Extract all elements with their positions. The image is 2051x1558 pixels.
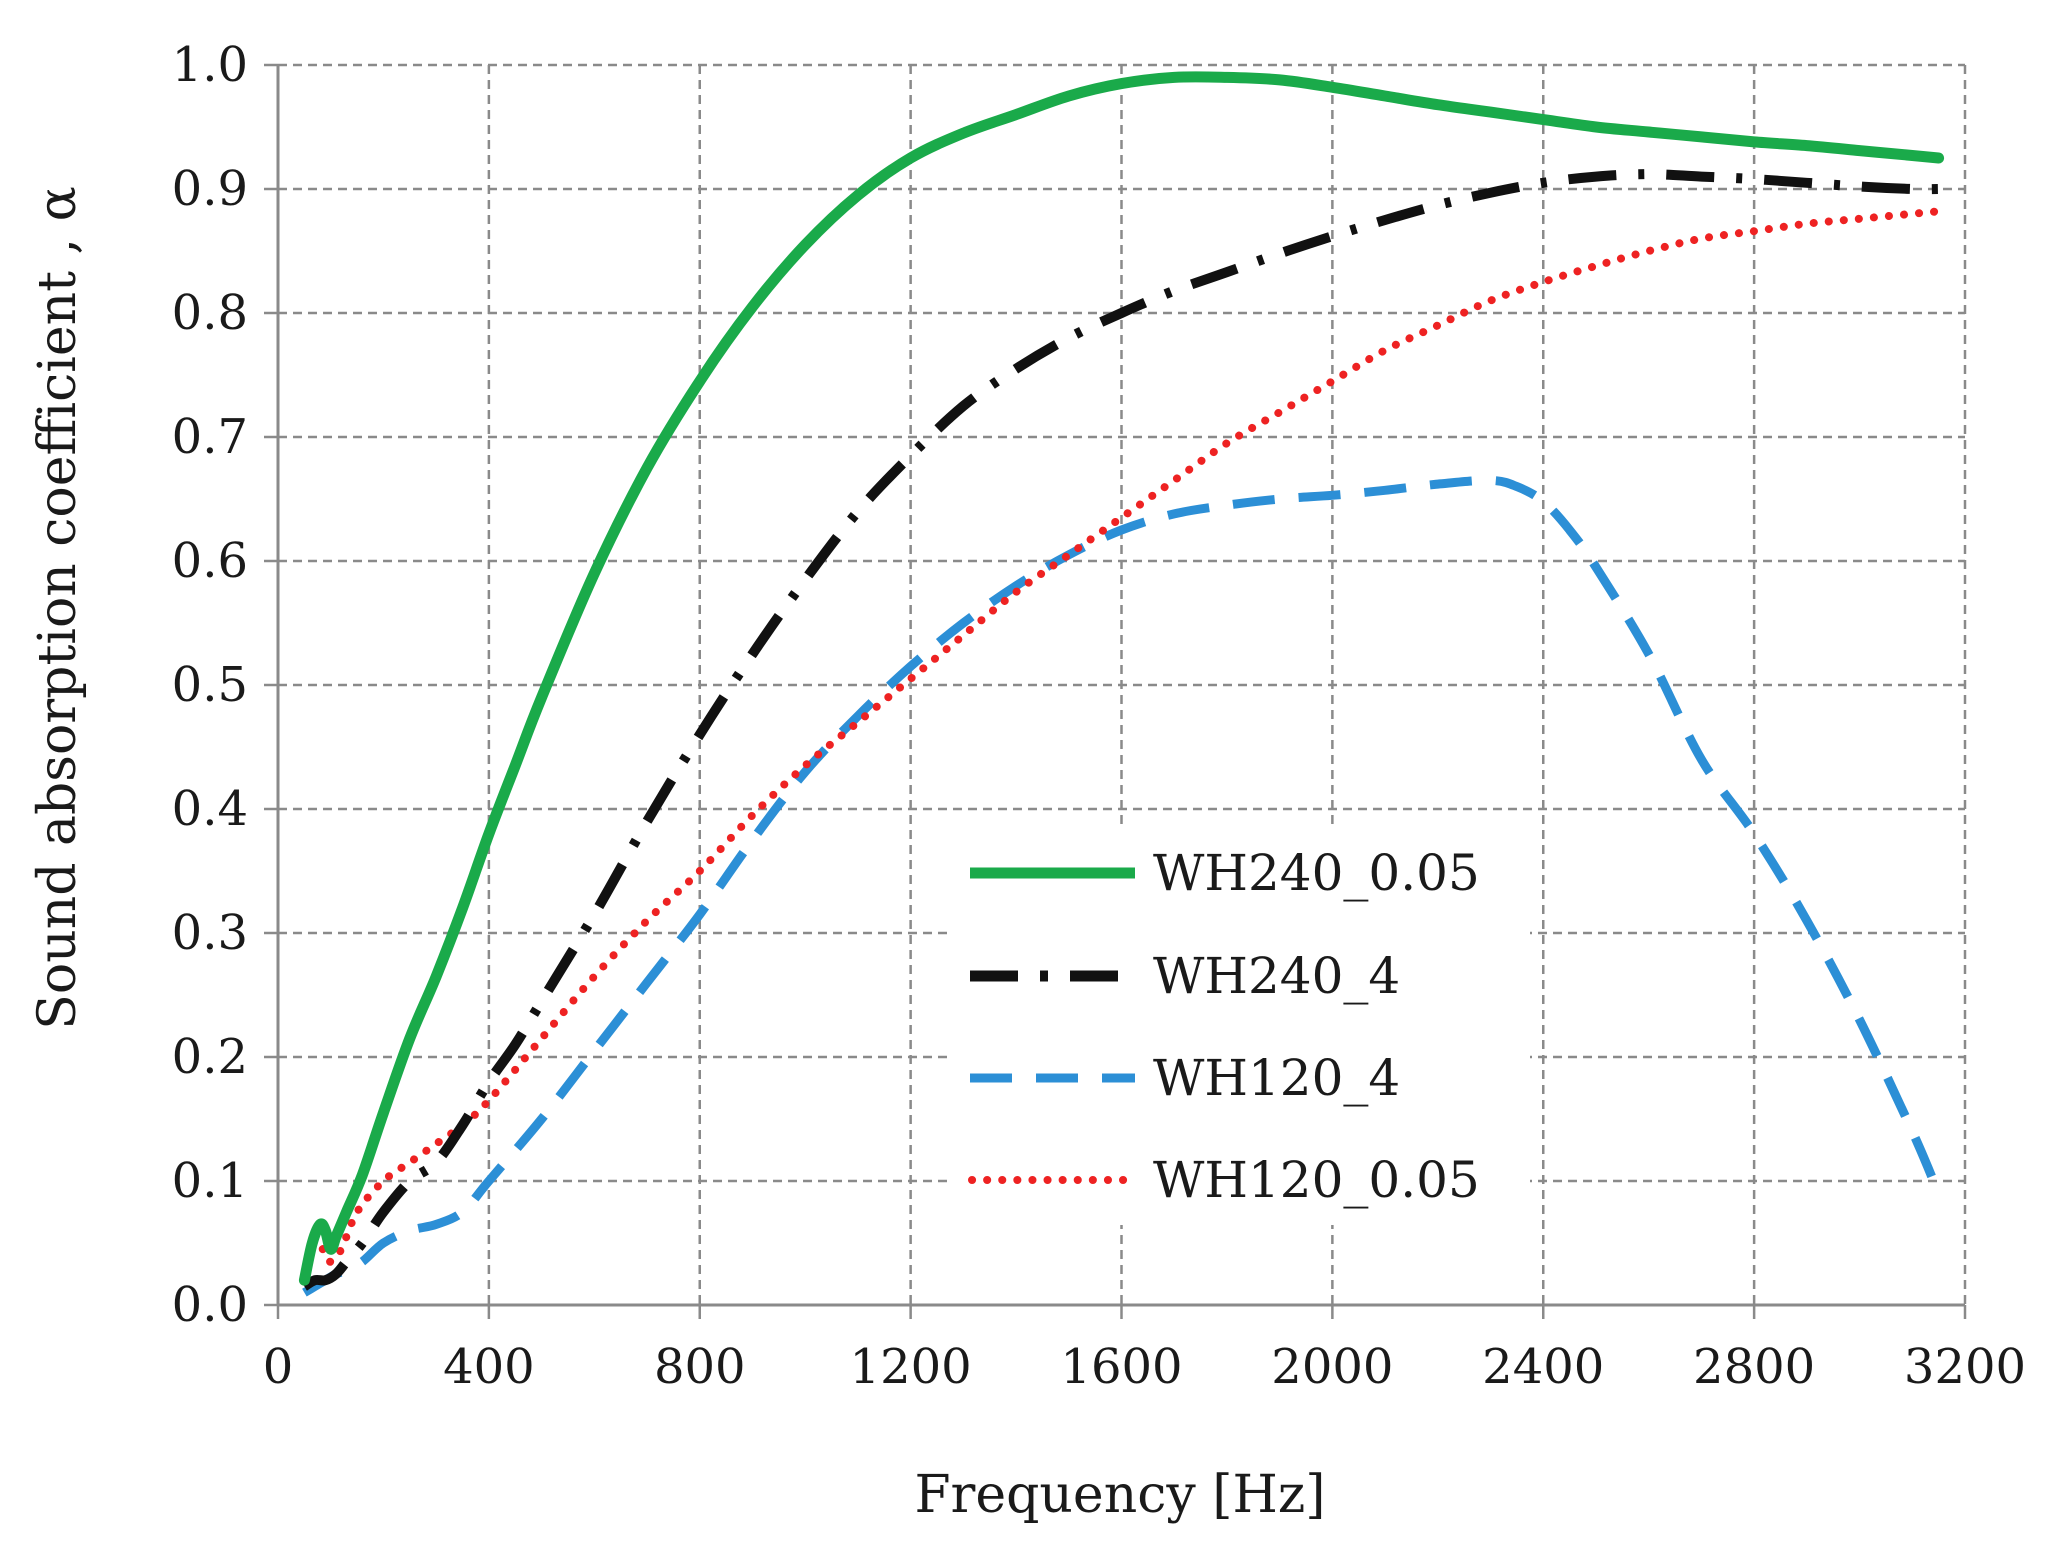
x-tick-label: 1600	[1060, 1339, 1182, 1395]
x-tick-label: 2800	[1693, 1339, 1815, 1395]
legend-background	[950, 830, 1530, 1225]
y-tick-label: 0.5	[172, 657, 248, 713]
tick-labels: 0 400 800 1200 1600 2000 2400 2800 3200 0.0 0.1 0.2…	[172, 37, 2026, 1395]
x-tick-label: 3200	[1904, 1339, 2026, 1395]
y-tick-label: 0.1	[172, 1153, 248, 1209]
y-tick-label: 0.6	[172, 533, 248, 589]
series-lines	[298, 71, 1945, 1297]
x-tick-label: 400	[443, 1339, 535, 1395]
series-line-wh120-4	[302, 475, 1943, 1297]
legend: WH240_0.05 WH240_4 WH120_4 WH120_0.05	[950, 830, 1530, 1225]
x-axis-title: Frequency [Hz]	[914, 1465, 1325, 1525]
y-tick-label: 0.3	[172, 905, 248, 961]
legend-label-wh120-4: WH120_4	[1153, 1049, 1400, 1107]
y-axis-title: Sound absorption coefficient , α	[28, 186, 88, 1029]
y-tick-label: 0.4	[172, 781, 248, 837]
y-tick-label: 0.0	[172, 1277, 248, 1333]
x-tick-label: 2000	[1271, 1339, 1393, 1395]
x-tick-label: 2400	[1482, 1339, 1604, 1395]
y-tick-label: 0.9	[172, 161, 248, 217]
y-tick-label: 0.8	[172, 285, 248, 341]
series-line-wh120-0-05	[300, 207, 1943, 1285]
legend-label-wh120-005: WH120_0.05	[1153, 1151, 1480, 1209]
y-tick-label: 0.2	[172, 1029, 248, 1085]
series-line-wh240-0-05	[298, 71, 1945, 1286]
x-tick-label: 800	[654, 1339, 746, 1395]
legend-label-wh240-005: WH240_0.05	[1153, 844, 1480, 902]
x-tick-label: 1200	[850, 1339, 972, 1395]
legend-label-wh240-4: WH240_4	[1153, 947, 1400, 1005]
series-line-wh240-4	[301, 169, 1939, 1291]
axes	[264, 63, 1967, 1319]
y-tick-label: 0.7	[172, 409, 248, 465]
x-tick-label: 0	[263, 1339, 294, 1395]
y-tick-label: 1.0	[172, 37, 248, 93]
